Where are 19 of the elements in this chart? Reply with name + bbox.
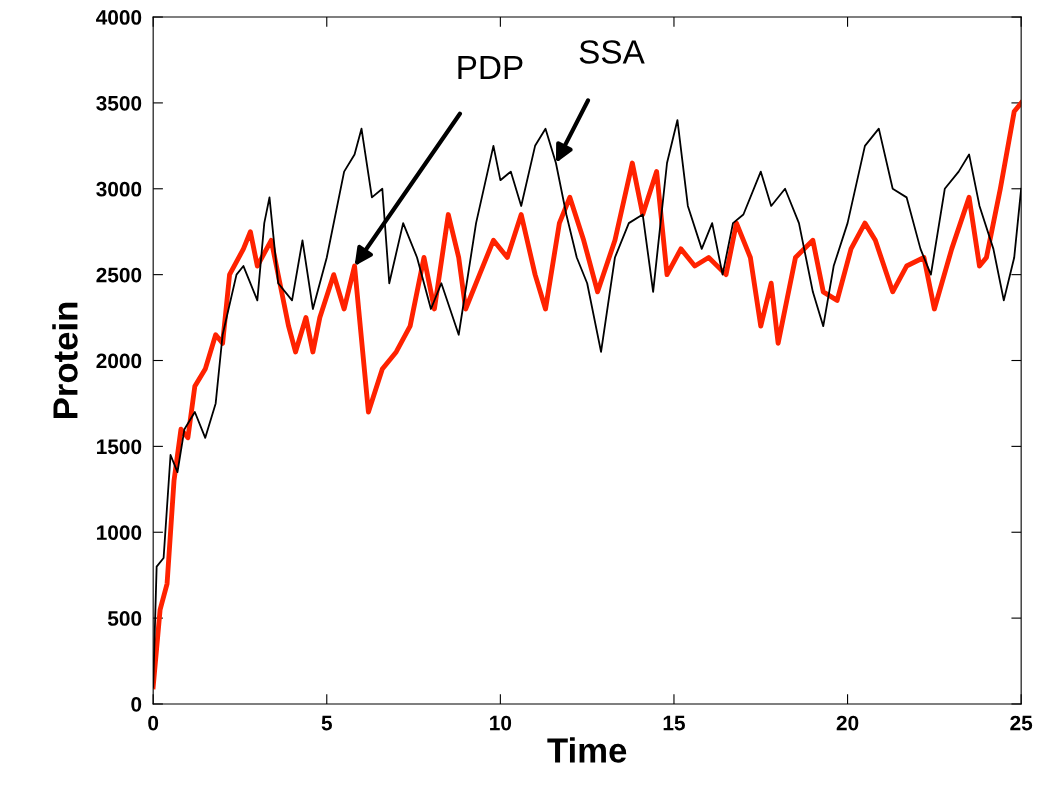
x-tick-label: 0: [148, 715, 159, 731]
y-tick-label: 3000: [96, 181, 142, 197]
y-tick-label: 2500: [96, 267, 142, 283]
x-tick-label: 15: [663, 715, 685, 731]
y-tick-label: 2000: [96, 353, 142, 369]
annotation: PDP: [458, 55, 523, 79]
x-axis-title: Time: [547, 737, 627, 763]
y-tick-label: 1000: [97, 525, 142, 540]
x-tick-label: 10: [490, 715, 512, 731]
x-tick-label: 5: [321, 715, 332, 731]
y-tick-label: 0: [131, 696, 142, 712]
x-tick-label: 25: [1010, 715, 1033, 731]
x-tick-label: 20: [836, 715, 859, 731]
y-tick-label: 4000: [96, 10, 142, 25]
y-tick-label: 1500: [97, 439, 142, 455]
annotation: SSA: [579, 40, 645, 64]
y-axis-title: Protein: [52, 302, 78, 418]
y-tick-label: 3500: [96, 95, 142, 111]
y-tick-label: 500: [107, 611, 142, 626]
